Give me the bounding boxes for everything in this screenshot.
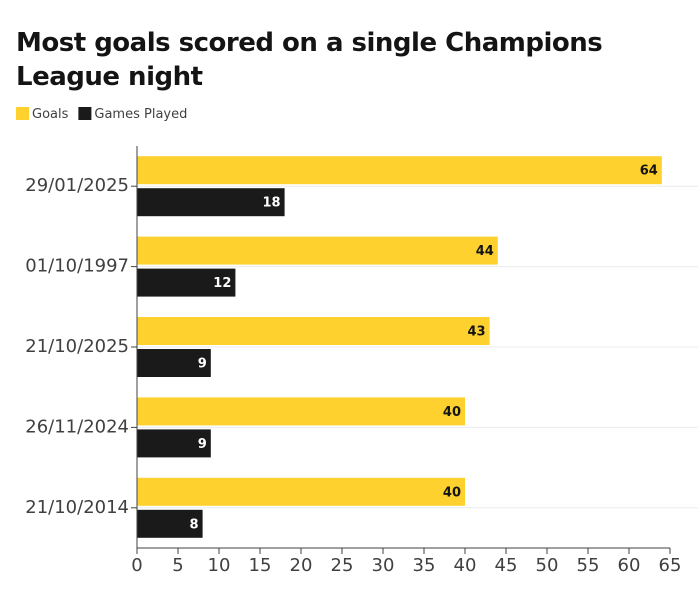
x-tick-label: 5	[172, 555, 183, 576]
value-label: 8	[190, 517, 199, 532]
x-tick-label: 25	[331, 555, 354, 576]
y-tick-label: 21/10/2025	[25, 336, 129, 357]
bar	[137, 317, 490, 345]
bar	[137, 509, 203, 538]
x-tick-label: 15	[249, 555, 272, 576]
legend-swatch	[16, 107, 29, 120]
bar	[137, 349, 211, 377]
value-label: 43	[468, 325, 486, 340]
x-tick-label: 40	[454, 555, 477, 576]
bar	[137, 156, 662, 185]
value-label: 12	[213, 276, 231, 291]
bar	[137, 397, 465, 426]
value-label: 40	[443, 405, 461, 420]
x-tick-label: 50	[536, 555, 559, 576]
bar	[137, 477, 465, 506]
x-tick-label: 10	[208, 555, 231, 576]
chart-title: Most goals scored on a single Champions …	[16, 28, 603, 92]
value-label: 44	[476, 244, 494, 259]
y-tick-label: 29/01/2025	[25, 175, 129, 196]
legend-label: Games Played	[94, 107, 187, 122]
x-tick-label: 55	[577, 555, 600, 576]
x-tick-label: 65	[659, 555, 682, 576]
x-tick-label: 0	[131, 555, 142, 576]
x-tick-label: 60	[618, 555, 641, 576]
y-tick-label: 01/10/1997	[25, 256, 129, 277]
value-label: 18	[263, 196, 281, 211]
x-tick-label: 20	[290, 555, 313, 576]
bar	[137, 188, 285, 217]
bar	[137, 236, 498, 265]
x-tick-label: 30	[372, 555, 395, 576]
value-label: 9	[198, 357, 207, 372]
bar	[137, 268, 236, 297]
x-tick-label: 35	[413, 555, 436, 576]
y-tick-label: 21/10/2014	[25, 497, 129, 518]
value-label: 9	[198, 437, 207, 452]
legend-label: Goals	[32, 107, 69, 122]
bar	[137, 429, 211, 458]
value-label: 64	[640, 164, 658, 179]
value-label: 40	[443, 485, 461, 500]
legend-swatch	[78, 107, 92, 120]
y-tick-label: 26/11/2024	[25, 416, 129, 437]
x-tick-label: 45	[495, 555, 518, 576]
